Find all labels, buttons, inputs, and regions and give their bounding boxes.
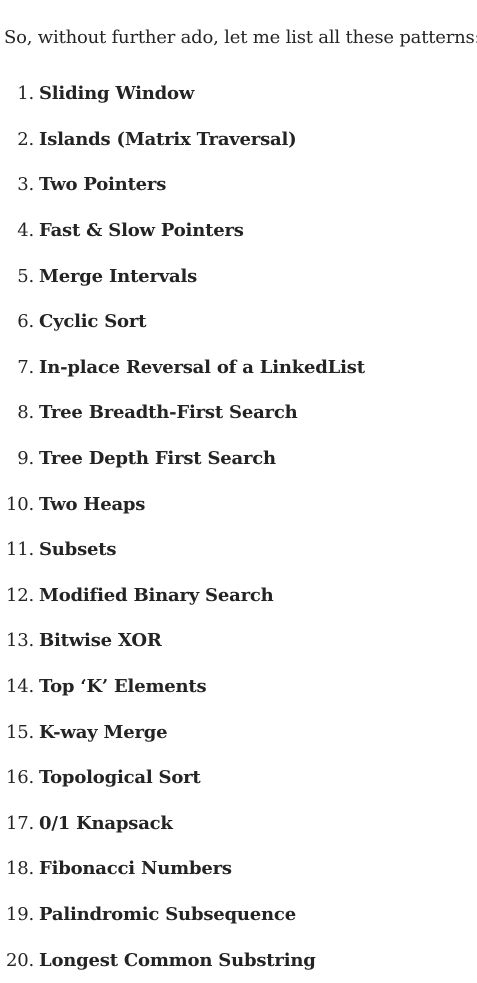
list-item: 19. Palindromic Subsequence: [0, 892, 477, 938]
list-item: 1. Sliding Window: [0, 71, 477, 117]
intro-paragraph: So, without further ado, let me list all…: [4, 27, 477, 48]
list-item: 16. Topological Sort: [0, 755, 477, 801]
list-number: 8.: [17, 402, 34, 424]
list-item-label: 0/1 Knapsack: [39, 812, 173, 834]
list-number: 18.: [5, 858, 34, 880]
list-item: 7. In-place Reversal of a LinkedList: [0, 345, 477, 391]
list-number: 14.: [5, 676, 34, 698]
list-number: 15.: [5, 721, 34, 743]
list-item: 10. Two Heaps: [0, 481, 477, 527]
list-item: 11. Subsets: [0, 527, 477, 573]
list-item-label: Cyclic Sort: [39, 311, 147, 333]
list-item: 15. K-way Merge: [0, 709, 477, 755]
list-item: 3. Two Pointers: [0, 162, 477, 208]
list-item-label: Sliding Window: [39, 83, 195, 105]
list-number: 2.: [17, 128, 34, 150]
list-item: 14. Top ‘K’ Elements: [0, 664, 477, 710]
list-item-label: Tree Breadth-First Search: [39, 402, 298, 424]
list-item-label: Palindromic Subsequence: [39, 903, 296, 925]
list-number: 5.: [17, 265, 34, 287]
list-item: 2. Islands (Matrix Traversal): [0, 117, 477, 163]
list-item: 8. Tree Breadth-First Search: [0, 390, 477, 436]
list-item: 5. Merge Intervals: [0, 253, 477, 299]
list-item-label: Bitwise XOR: [39, 630, 162, 652]
list-item-label: Fibonacci Numbers: [39, 858, 232, 880]
patterns-list: 1. Sliding Window 2. Islands (Matrix Trave…: [0, 71, 477, 983]
list-item-label: Fast & Slow Pointers: [39, 220, 244, 242]
list-item-label: Two Pointers: [39, 174, 167, 196]
list-item: 18. Fibonacci Numbers: [0, 846, 477, 892]
list-number: 3.: [17, 174, 34, 196]
list-item-label: Topological Sort: [39, 767, 201, 789]
list-number: 1.: [17, 83, 34, 105]
list-number: 4.: [17, 220, 34, 242]
list-item-label: Top ‘K’ Elements: [39, 676, 207, 698]
list-item: 17. 0/1 Knapsack: [0, 801, 477, 847]
list-item: 20. Longest Common Substring: [0, 937, 477, 983]
list-number: 10.: [5, 493, 34, 515]
list-item: 6. Cyclic Sort: [0, 299, 477, 345]
list-number: 6.: [17, 311, 34, 333]
list-number: 19.: [5, 903, 34, 925]
list-item-label: Tree Depth First Search: [39, 448, 276, 470]
list-number: 7.: [17, 356, 34, 378]
list-item: 12. Modified Binary Search: [0, 573, 477, 619]
list-number: 16.: [5, 767, 34, 789]
list-item-label: In-place Reversal of a LinkedList: [39, 356, 365, 378]
list-number: 13.: [5, 630, 34, 652]
list-item-label: Two Heaps: [39, 493, 146, 515]
list-item-label: Merge Intervals: [39, 265, 198, 287]
list-item-label: K-way Merge: [39, 721, 168, 743]
list-item-label: Longest Common Substring: [39, 949, 316, 971]
list-number: 17.: [5, 812, 34, 834]
list-number: 11.: [5, 539, 34, 561]
list-item-label: Subsets: [39, 539, 117, 561]
list-item: 4. Fast & Slow Pointers: [0, 208, 477, 254]
list-item-label: Modified Binary Search: [39, 584, 274, 606]
list-number: 20.: [5, 949, 34, 971]
list-item: 13. Bitwise XOR: [0, 618, 477, 664]
list-item: 9. Tree Depth First Search: [0, 436, 477, 482]
list-number: 9.: [17, 448, 34, 470]
list-number: 12.: [5, 584, 34, 606]
list-item-label: Islands (Matrix Traversal): [39, 128, 297, 150]
